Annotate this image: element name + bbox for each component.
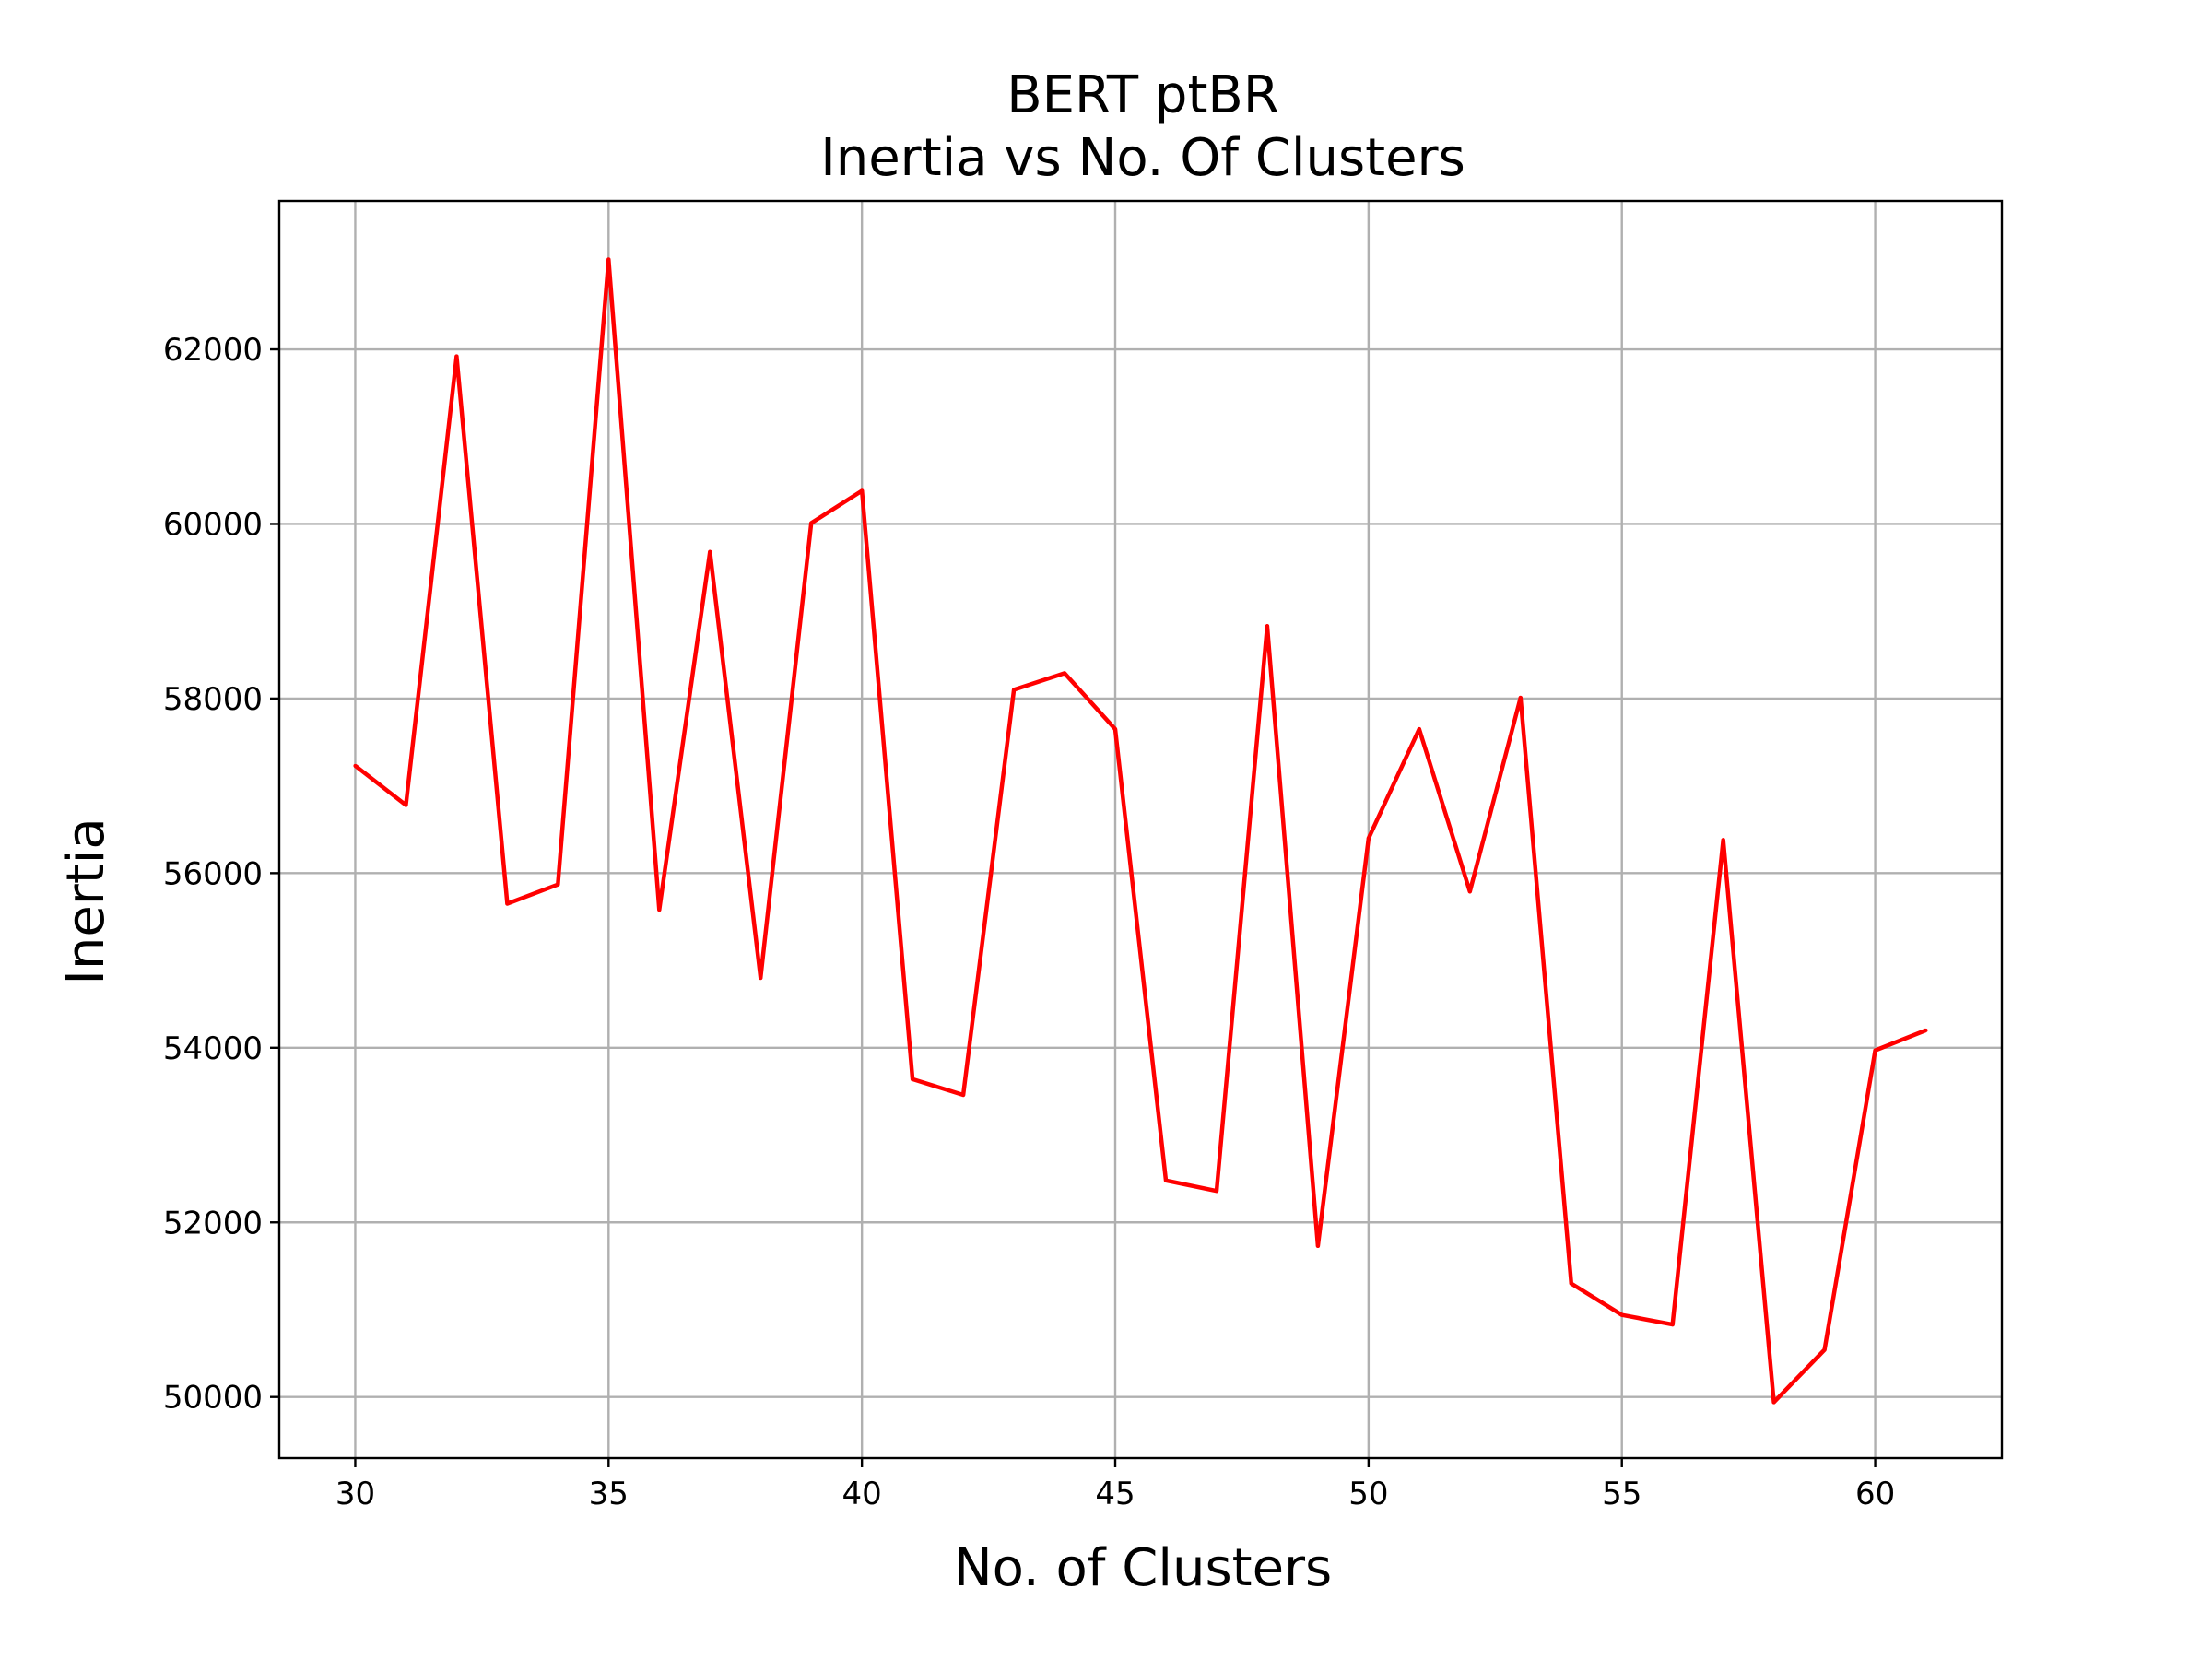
y-axis-label: Inertia [56, 818, 116, 984]
y-tick-label: 50000 [163, 1380, 263, 1417]
data-point [1873, 1048, 1877, 1053]
data-point [1012, 688, 1017, 692]
x-tick-label: 30 [335, 1476, 375, 1512]
grid [279, 201, 2002, 1458]
data-point [759, 976, 763, 981]
data-point [353, 763, 358, 768]
data-point [911, 1077, 915, 1081]
data-point [1467, 889, 1472, 894]
x-tick-label: 35 [589, 1476, 629, 1512]
y-tick-label: 58000 [163, 681, 263, 718]
data-points [353, 257, 1928, 1405]
x-tick-label: 55 [1602, 1476, 1641, 1512]
data-point [961, 1092, 966, 1097]
axis-ticks [270, 347, 1877, 1467]
y-tick-label: 54000 [163, 1030, 263, 1067]
x-tick-label: 50 [1348, 1476, 1388, 1512]
axis-tick-labels: 30 35 40 45 50 55 60 50000 52000 54000 56000 58000 6… [163, 332, 1895, 1512]
data-point [1265, 624, 1269, 629]
x-tick-label: 40 [842, 1476, 882, 1512]
chart-title-line-2: Inertia vs No. Of Clusters [820, 128, 1465, 188]
data-point [1417, 727, 1421, 732]
data-point [606, 257, 611, 262]
data-point [1214, 1189, 1218, 1194]
data-point [1569, 1281, 1573, 1286]
data-point [1063, 671, 1067, 676]
plot-frame [277, 199, 2004, 1460]
data-point [454, 354, 459, 359]
x-axis-label: No. of Clusters [954, 1538, 1332, 1598]
y-tick-label: 62000 [163, 332, 263, 369]
data-point [708, 549, 712, 554]
data-point [1366, 836, 1371, 841]
series [354, 257, 1927, 1405]
y-tick-label: 52000 [163, 1205, 263, 1241]
data-point [657, 908, 662, 912]
data-point [1822, 1347, 1827, 1352]
data-point [860, 488, 865, 493]
data-point [1771, 1400, 1776, 1405]
x-tick-label: 60 [1855, 1476, 1895, 1512]
data-point [1113, 727, 1118, 732]
data-point [404, 803, 408, 807]
data-point [556, 882, 560, 887]
y-tick-label: 56000 [163, 855, 263, 892]
y-tick-label: 60000 [163, 506, 263, 543]
chart-title-line-1: BERT ptBR [1006, 65, 1278, 125]
data-point [1721, 838, 1725, 842]
inertia-series-line [354, 257, 1927, 1405]
data-point [1619, 1312, 1624, 1317]
data-point [505, 901, 510, 906]
data-point [1163, 1178, 1168, 1182]
data-point [1924, 1028, 1928, 1032]
x-tick-label: 45 [1095, 1476, 1135, 1512]
data-point [1518, 695, 1523, 700]
data-point [809, 521, 814, 525]
data-point [1670, 1323, 1675, 1327]
data-point [1315, 1243, 1320, 1248]
